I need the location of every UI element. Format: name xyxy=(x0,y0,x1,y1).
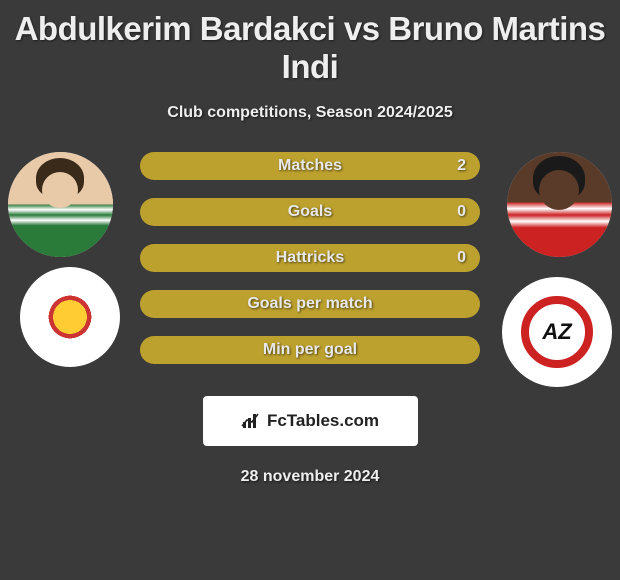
stat-bar-gpm: Goals per match xyxy=(140,290,480,318)
player-face-left xyxy=(8,152,113,257)
player-face-right xyxy=(507,152,612,257)
club-logo-right: AZ xyxy=(502,277,612,387)
az-alkmaar-icon: AZ xyxy=(521,296,593,368)
stat-bar-mpg: Min per goal xyxy=(140,336,480,364)
stat-label: Hattricks xyxy=(276,249,344,267)
page-title: Abdulkerim Bardakci vs Bruno Martins Ind… xyxy=(0,0,620,86)
stat-bars: Matches 2 Goals 0 Hattricks 0 Goals per … xyxy=(140,152,480,382)
date-text: 28 november 2024 xyxy=(0,468,620,486)
player-photo-right xyxy=(507,152,612,257)
galatasaray-icon xyxy=(44,291,96,343)
subtitle: Club competitions, Season 2024/2025 xyxy=(0,104,620,122)
stat-bar-matches: Matches 2 xyxy=(140,152,480,180)
stat-bar-goals: Goals 0 xyxy=(140,198,480,226)
stat-label: Goals per match xyxy=(247,295,372,313)
stat-value: 0 xyxy=(457,203,466,221)
brand-box: FcTables.com xyxy=(203,396,418,446)
player-photo-left xyxy=(8,152,113,257)
stats-area: AZ Matches 2 Goals 0 Hattricks 0 Goals p… xyxy=(0,152,620,392)
stat-value: 0 xyxy=(457,249,466,267)
stat-value: 2 xyxy=(457,157,466,175)
bar-chart-icon xyxy=(241,412,263,430)
stat-label: Goals xyxy=(288,203,332,221)
brand-text: FcTables.com xyxy=(267,411,379,431)
stat-label: Matches xyxy=(278,157,342,175)
stat-bar-hattricks: Hattricks 0 xyxy=(140,244,480,272)
club-logo-left xyxy=(20,267,120,367)
stat-label: Min per goal xyxy=(263,341,357,359)
